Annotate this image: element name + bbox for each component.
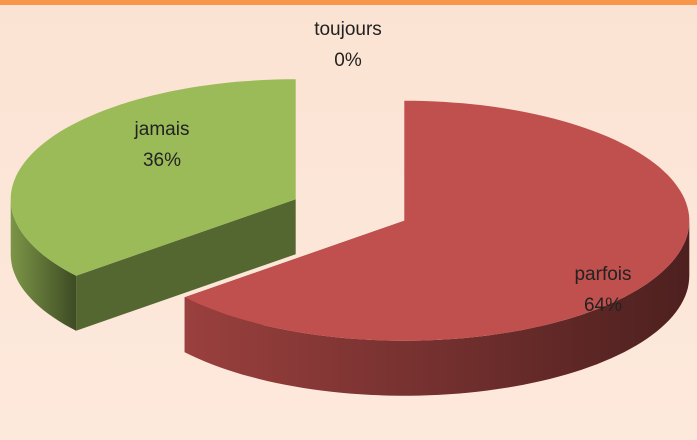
slice-side: [184, 220, 690, 396]
pie-slice: [184, 100, 690, 396]
slice-wall: [76, 199, 296, 331]
slice-label: parfois: [574, 264, 631, 285]
slice-top: [10, 79, 296, 276]
slice-label: toujours: [314, 19, 382, 40]
slice-top: [184, 100, 690, 341]
slice-value-label: 36%: [143, 150, 181, 171]
slice-value-label: 64%: [584, 295, 622, 316]
slice-value-label: 0%: [334, 50, 362, 71]
slice-side: [10, 199, 77, 331]
pie-slice: [10, 79, 296, 331]
slice-label: jamais: [134, 119, 190, 140]
top-bar: [0, 0, 697, 5]
